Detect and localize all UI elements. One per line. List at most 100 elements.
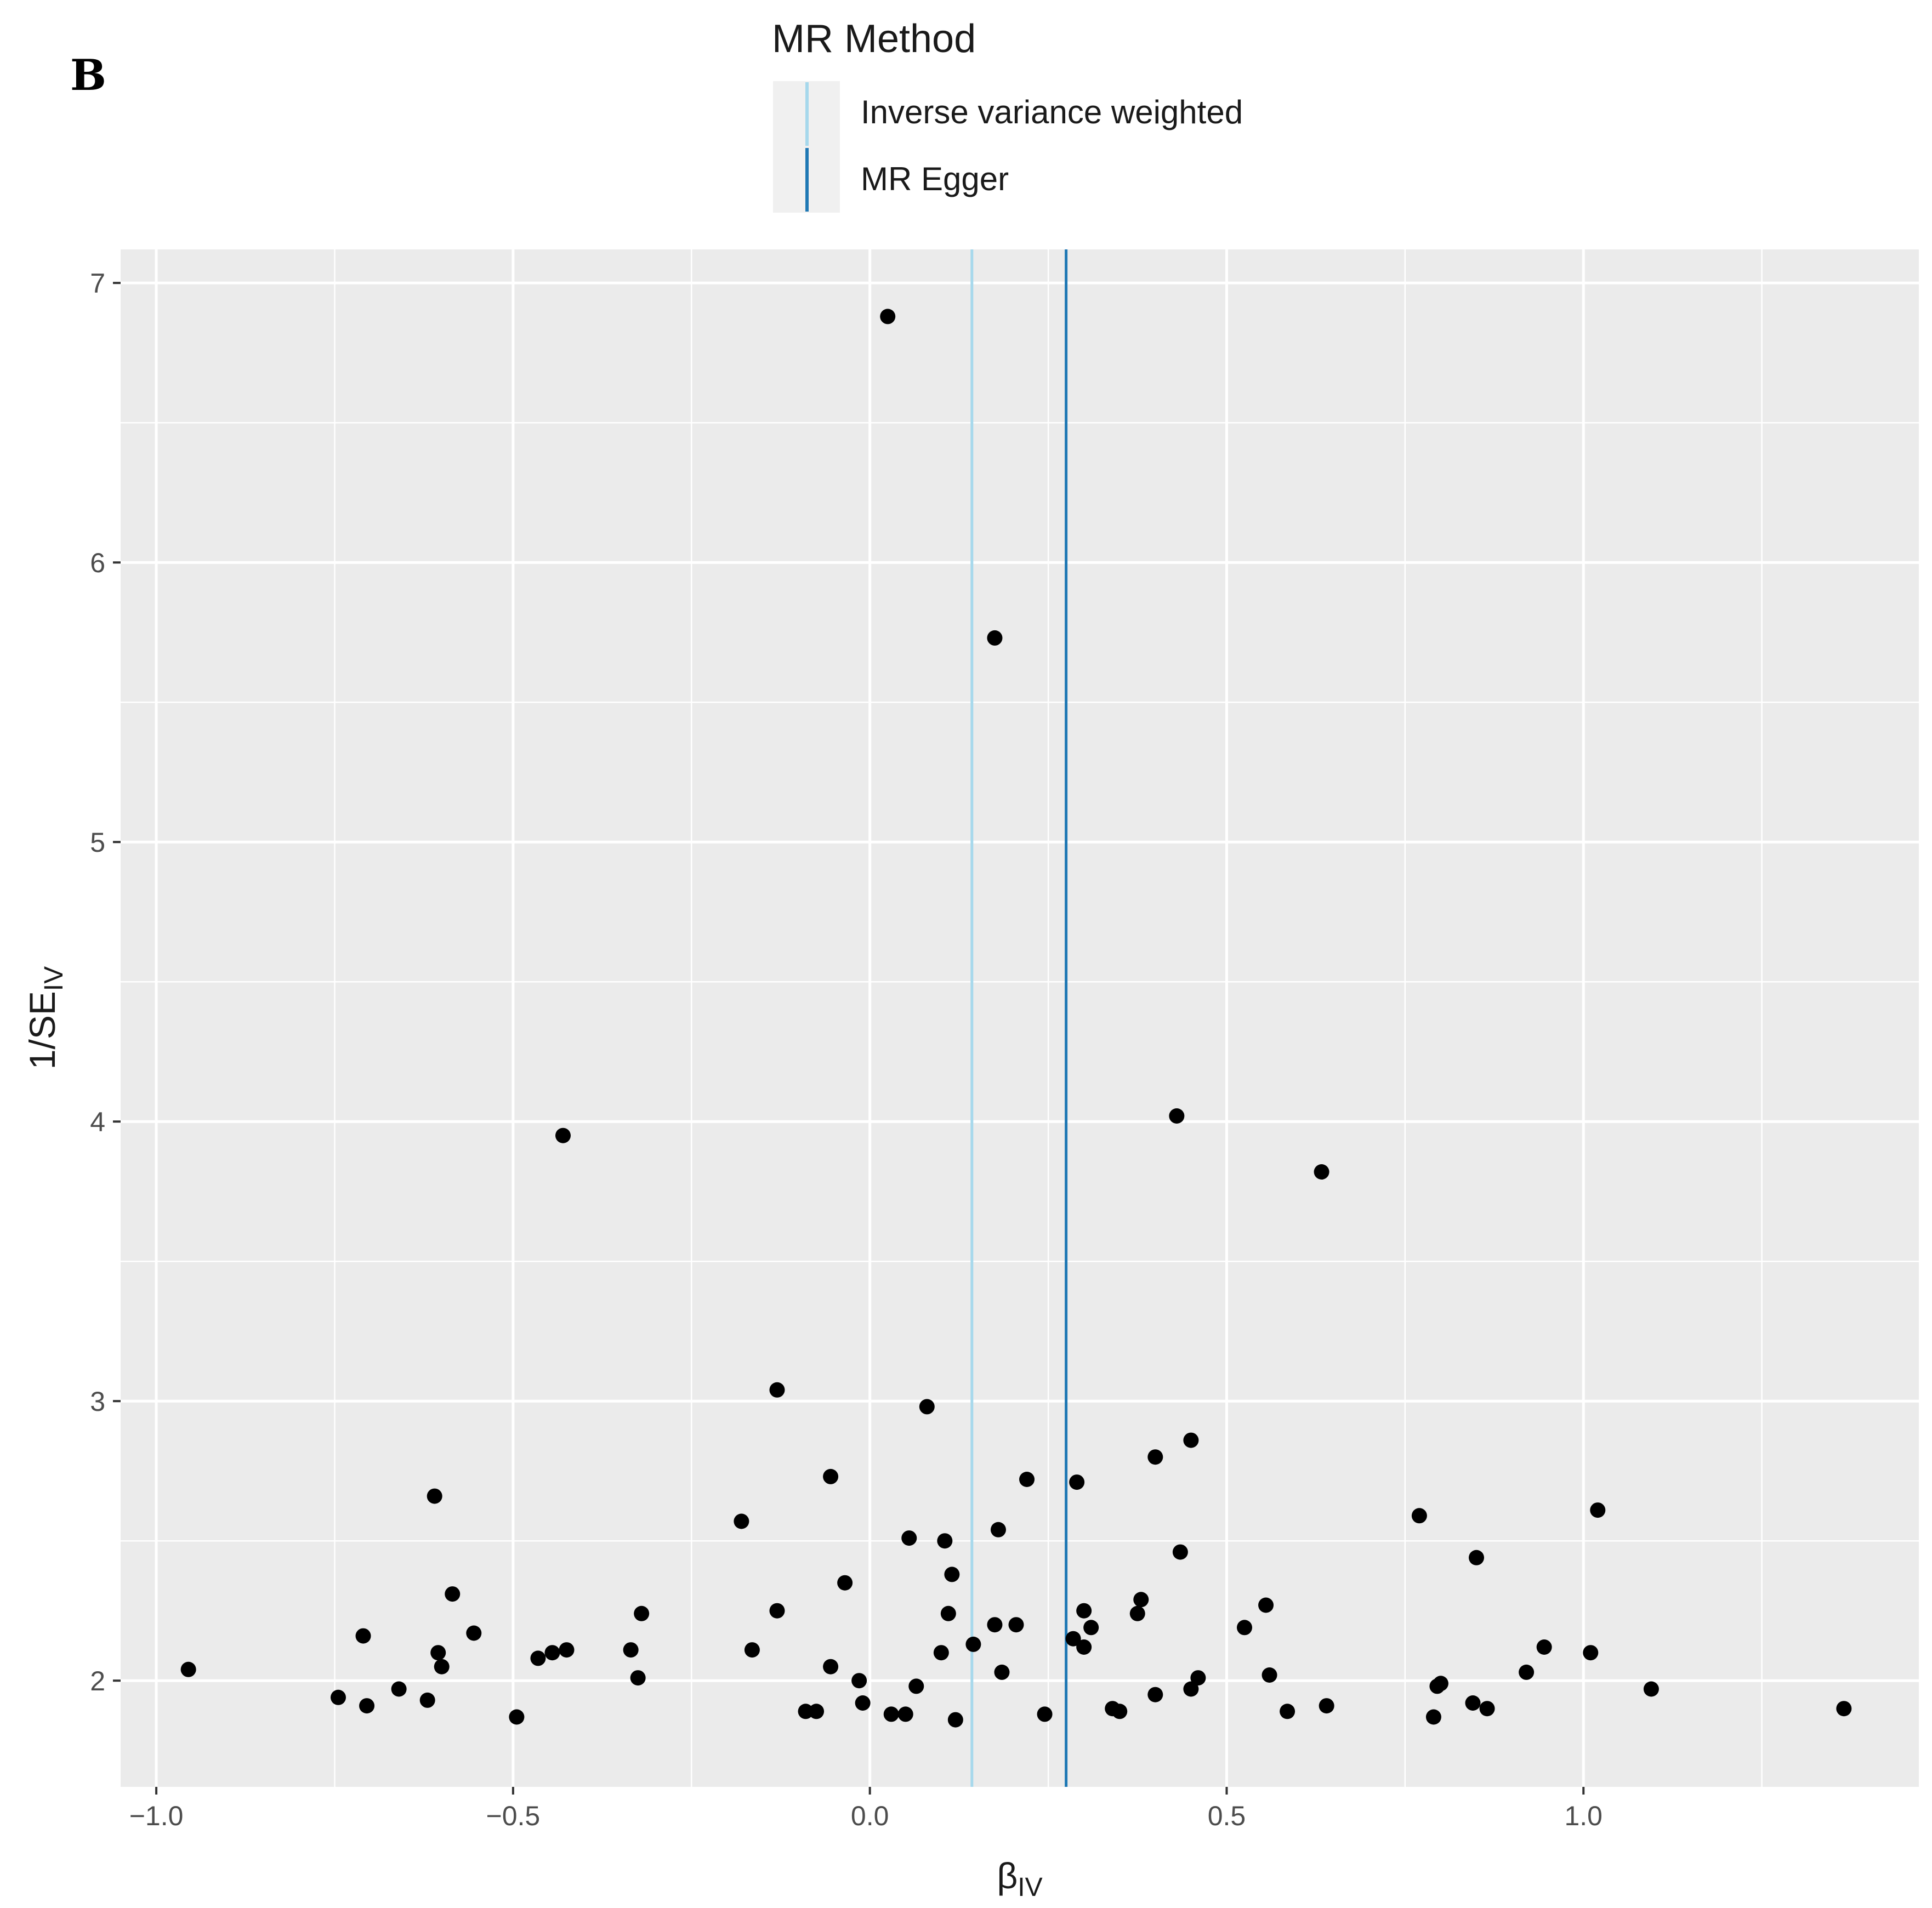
data-point — [359, 1698, 375, 1714]
data-point — [1129, 1605, 1145, 1621]
data-point — [937, 1533, 953, 1549]
data-point — [769, 1603, 785, 1619]
data-point — [1465, 1695, 1481, 1711]
data-point — [544, 1645, 560, 1661]
x-axis-title: βIV — [997, 1855, 1042, 1902]
y-axis: 2 3 4 5 6 7 — [90, 268, 121, 1696]
data-point — [1147, 1449, 1163, 1465]
data-point — [1076, 1639, 1092, 1655]
data-point — [427, 1488, 442, 1504]
data-point — [1519, 1664, 1535, 1680]
data-point — [419, 1692, 435, 1708]
data-point — [1469, 1550, 1485, 1565]
data-point — [1536, 1639, 1552, 1655]
data-point — [987, 1617, 1003, 1633]
legend-key-ivw — [773, 81, 840, 147]
data-point — [897, 1706, 913, 1722]
data-point — [1076, 1603, 1092, 1619]
y-tick-label: 7 — [90, 268, 105, 299]
data-point — [355, 1628, 371, 1644]
method-lines — [970, 249, 1068, 1787]
y-axis-title-sub: IV — [39, 966, 69, 991]
panel-label: B — [70, 50, 106, 100]
data-point — [1836, 1701, 1852, 1717]
data-point — [1183, 1681, 1199, 1697]
data-point — [430, 1645, 446, 1661]
data-point — [1147, 1687, 1163, 1702]
data-point — [944, 1567, 960, 1582]
data-point — [1280, 1704, 1295, 1719]
data-point — [623, 1642, 639, 1658]
data-point — [744, 1642, 760, 1658]
data-point — [466, 1625, 482, 1641]
data-point — [1583, 1645, 1599, 1661]
data-point — [391, 1681, 407, 1697]
minor-grid — [121, 249, 1919, 1787]
y-tick-label: 4 — [90, 1107, 105, 1137]
data-point — [994, 1664, 1010, 1680]
data-point — [1183, 1432, 1199, 1448]
data-point — [1425, 1709, 1441, 1725]
data-point — [1169, 1108, 1185, 1124]
data-point — [180, 1661, 196, 1677]
data-point — [1237, 1620, 1252, 1636]
y-tick-label: 6 — [90, 548, 105, 578]
data-point — [823, 1659, 839, 1675]
data-point — [734, 1513, 749, 1529]
data-point — [990, 1522, 1006, 1537]
legend-label-ivw: Inverse variance weighted — [861, 94, 1243, 130]
legend-key-egger-line — [805, 148, 809, 212]
data-point — [559, 1642, 575, 1658]
x-axis: −1.0 −0.5 0.0 0.5 1.0 — [129, 1787, 1603, 1831]
data-point — [1112, 1704, 1128, 1719]
data-point — [1065, 1631, 1081, 1647]
data-point — [1258, 1597, 1274, 1613]
data-point — [1019, 1472, 1035, 1487]
x-tick-label: 0.5 — [1208, 1801, 1246, 1831]
data-point — [434, 1659, 450, 1675]
plot-panel-background — [121, 249, 1919, 1787]
y-tick-label: 5 — [90, 827, 105, 858]
y-axis-title-main: 1/SE — [22, 991, 62, 1069]
data-point — [965, 1636, 981, 1652]
data-point — [1314, 1164, 1329, 1180]
data-point — [769, 1382, 785, 1398]
legend-title: MR Method — [772, 17, 976, 61]
data-point — [330, 1689, 346, 1705]
data-point — [1083, 1620, 1099, 1636]
data-point — [1433, 1676, 1448, 1691]
y-axis-title: 1/SEIV — [22, 966, 69, 1069]
data-point — [445, 1586, 461, 1602]
data-point — [947, 1712, 963, 1728]
legend-key-egger — [773, 147, 840, 213]
data-point — [855, 1695, 871, 1711]
data-point — [1069, 1474, 1085, 1490]
data-point — [1190, 1670, 1206, 1686]
data-point — [630, 1670, 646, 1686]
data-point — [798, 1704, 814, 1719]
x-tick-label: −1.0 — [129, 1801, 184, 1831]
data-point — [987, 630, 1003, 646]
data-point — [1172, 1544, 1188, 1560]
x-axis-title-main: β — [997, 1855, 1018, 1896]
legend-label-egger: MR Egger — [861, 161, 1009, 197]
data-point — [1133, 1592, 1149, 1608]
data-point — [851, 1673, 867, 1689]
data-point — [1262, 1667, 1277, 1683]
data-point — [823, 1468, 839, 1484]
x-tick-label: 0.0 — [851, 1801, 889, 1831]
y-tick-label: 3 — [90, 1386, 105, 1417]
data-point — [634, 1605, 650, 1621]
data-point — [837, 1575, 853, 1591]
data-point — [1008, 1617, 1024, 1633]
major-grid — [121, 249, 1919, 1787]
data-point — [1590, 1502, 1606, 1518]
data-point — [1411, 1508, 1427, 1524]
data-point — [530, 1650, 546, 1666]
data-point — [908, 1678, 924, 1694]
data-point — [1319, 1698, 1334, 1714]
data-point — [940, 1605, 956, 1621]
x-axis-title-sub: IV — [1018, 1873, 1042, 1902]
data-point — [883, 1706, 899, 1722]
